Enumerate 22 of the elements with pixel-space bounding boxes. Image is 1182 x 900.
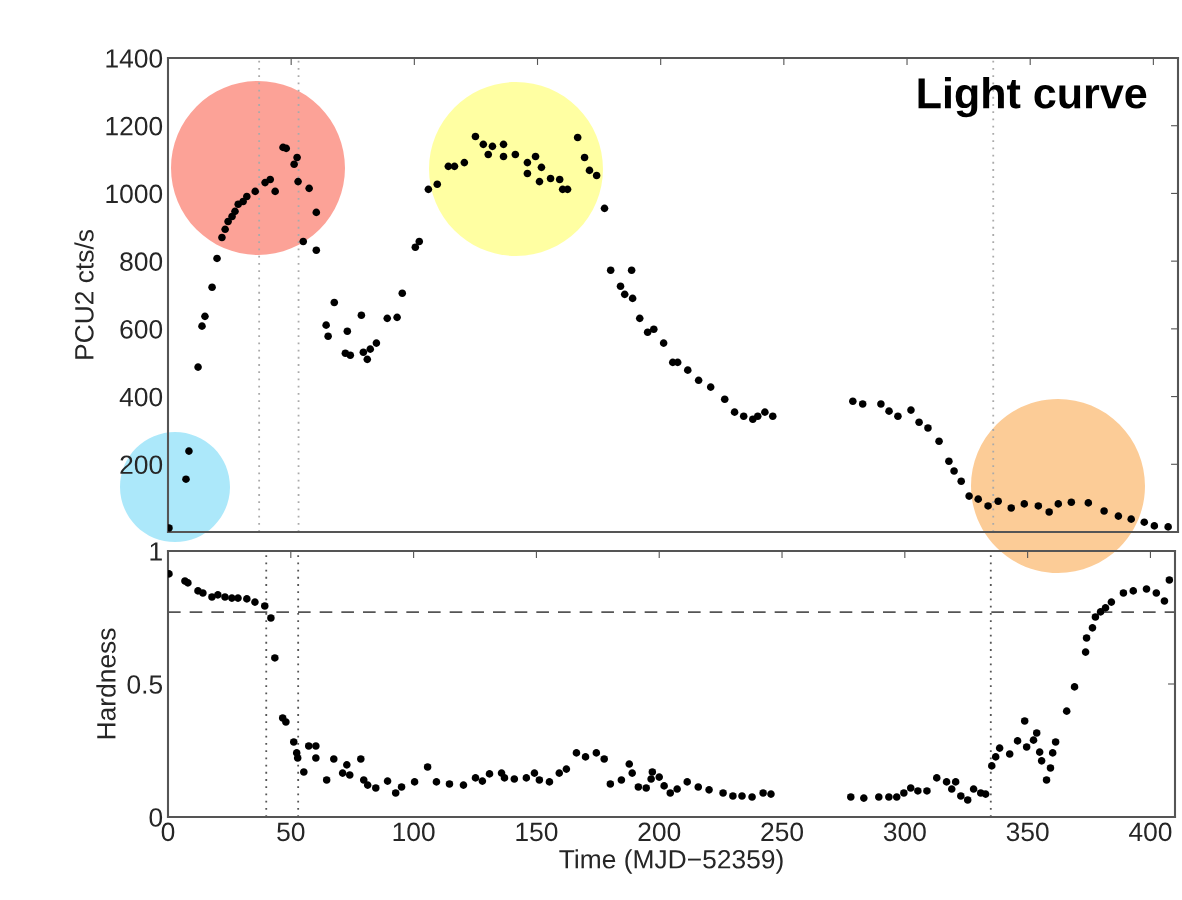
y-tick-label: 800 [120, 252, 163, 271]
y-tick-label: 0 [149, 808, 163, 827]
x-tick-label: 100 [393, 822, 435, 842]
chart-title: Light curve [918, 76, 1147, 118]
y-tick-label: 600 [120, 319, 163, 339]
y-axis-title: PCU2 cts/s [74, 229, 94, 359]
y-tick-label: 1400 [106, 49, 163, 68]
y-axis-title: Hardness [96, 628, 116, 739]
x-tick-label: 50 [277, 822, 305, 842]
y-tick-label: 400 [119, 387, 163, 407]
y-tick-label: 200 [120, 455, 163, 475]
x-tick-label: 150 [516, 822, 558, 842]
x-tick-label: 200 [638, 822, 681, 842]
y-tick-label: 1 [150, 542, 162, 561]
x-tick-label: 250 [761, 822, 804, 842]
y-tick-label: 0.5 [127, 675, 163, 694]
x-tick-label: 350 [1006, 822, 1049, 842]
y-tick-label: 1200 [106, 116, 163, 136]
x-tick-label: 300 [883, 822, 926, 842]
x-axis-title: Time (MJD−52359) [559, 849, 783, 874]
x-tick-label: 400 [1129, 822, 1172, 842]
y-tick-label: 1000 [106, 184, 163, 204]
